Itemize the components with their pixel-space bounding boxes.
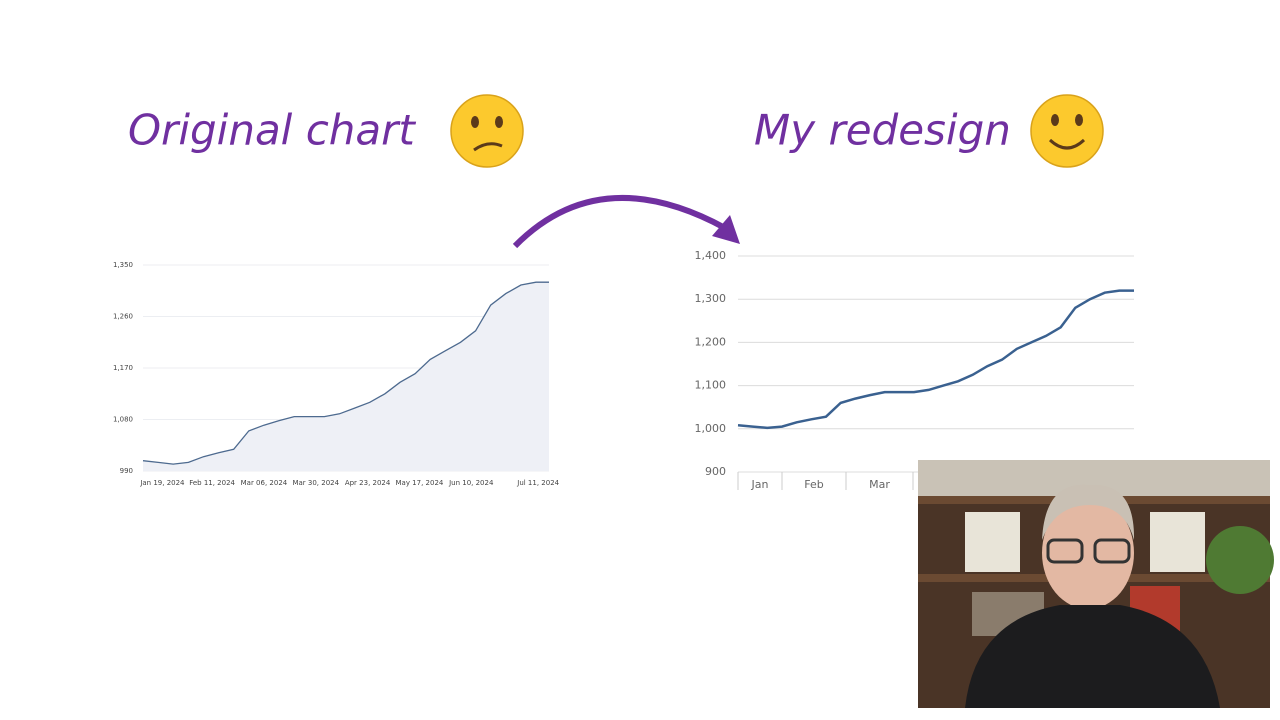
x-tick-label: Jun 10, 2024	[448, 479, 494, 487]
y-tick-label: 1,350	[113, 261, 133, 269]
area	[143, 282, 549, 471]
original-chart: 990 1,080 1,170 1,260 1,350 Jan 19, 2024 Feb 1…	[113, 261, 560, 487]
y-tick-label: 1,100	[695, 379, 727, 392]
y-tick-label: 1,080	[113, 416, 133, 424]
smile-face	[1030, 94, 1104, 168]
x-tick-label: Jan	[751, 478, 769, 491]
x-tick-label: May 17, 2024	[395, 479, 443, 487]
y-tick-label: 900	[705, 465, 726, 478]
webcam	[918, 460, 1274, 708]
x-tick-label: Mar	[869, 478, 890, 491]
x-tick-label: Jul 11, 2024	[516, 479, 559, 487]
y-tick-label: 1,400	[695, 249, 727, 262]
y-tick-label: 1,000	[695, 422, 727, 435]
arrow	[512, 194, 740, 249]
line	[142, 281, 549, 465]
x-tick-label: Feb 11, 2024	[189, 479, 235, 487]
chart-title: My redesign	[754, 106, 1011, 155]
y-tick-label: 1,200	[695, 335, 727, 348]
confused-face	[450, 94, 524, 168]
y-tick-label: 990	[120, 467, 133, 475]
x-tick-label: Mar 06, 2024	[241, 479, 288, 487]
line	[737, 289, 1134, 430]
x-tick-label: Mar 30, 2024	[292, 479, 339, 487]
x-tick-label: Jan 19, 2024	[139, 479, 185, 487]
chart-title: Original chart	[128, 106, 416, 155]
x-tick-label: Apr 23, 2024	[345, 479, 391, 487]
y-tick-label: 1,260	[113, 313, 133, 321]
redesign-chart: 900 1,000 1,100 1,200 1,300 1,400 Jan Feb Mar	[695, 249, 1134, 491]
y-tick-label: 1,170	[113, 364, 133, 372]
y-tick-label: 1,300	[695, 292, 727, 305]
x-tick-label: Feb	[804, 478, 823, 491]
